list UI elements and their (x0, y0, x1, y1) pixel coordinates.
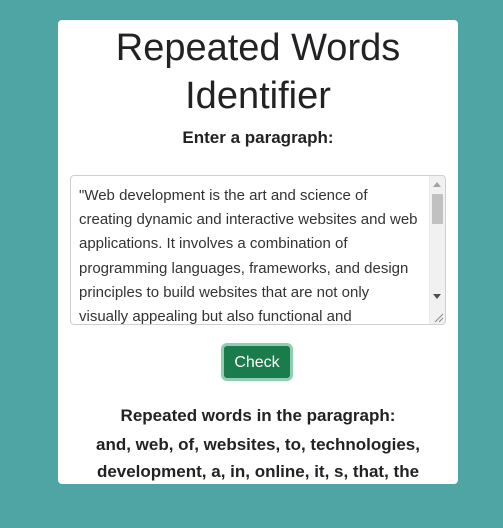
scroll-down-arrow-icon[interactable] (433, 294, 441, 299)
paragraph-label: Enter a paragraph: (182, 128, 334, 147)
main-card: Repeated Words Identifier Enter a paragr… (58, 20, 458, 484)
check-button[interactable]: Check (221, 343, 293, 381)
page-title-line1: Repeated Words (115, 27, 401, 69)
result-heading: Repeated words in the paragraph: (120, 406, 396, 425)
repeated-words-list: and, web, of, websites, to, technologies… (96, 435, 420, 481)
scroll-up-arrow-icon[interactable] (433, 182, 441, 187)
paragraph-text[interactable]: "Web development is the art and science … (79, 187, 418, 325)
paragraph-textarea[interactable]: "Web development is the art and science … (70, 175, 446, 325)
page-title: Repeated Words Identifier (58, 20, 458, 120)
scrollbar-thumb[interactable] (432, 194, 443, 224)
resize-grip-icon[interactable] (433, 312, 444, 323)
page-title-line2: Identifier (185, 75, 331, 117)
textarea-scrollbar[interactable] (429, 176, 445, 324)
